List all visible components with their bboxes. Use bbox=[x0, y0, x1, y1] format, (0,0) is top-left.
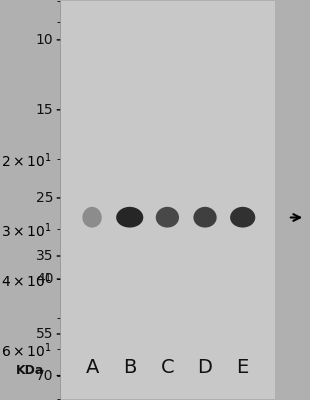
Text: 15: 15 bbox=[36, 103, 53, 117]
Text: 35: 35 bbox=[36, 249, 53, 263]
Text: 25: 25 bbox=[36, 191, 53, 205]
Text: 10: 10 bbox=[36, 33, 53, 47]
Ellipse shape bbox=[230, 207, 255, 228]
Text: 40: 40 bbox=[36, 272, 53, 286]
Text: KDa: KDa bbox=[16, 364, 44, 376]
Text: 70: 70 bbox=[36, 368, 53, 382]
Text: D: D bbox=[197, 358, 212, 376]
Ellipse shape bbox=[156, 207, 179, 228]
Text: B: B bbox=[123, 358, 136, 376]
Text: E: E bbox=[237, 358, 249, 376]
Ellipse shape bbox=[82, 207, 102, 228]
Text: A: A bbox=[85, 358, 99, 376]
Text: C: C bbox=[161, 358, 174, 376]
Text: 55: 55 bbox=[36, 327, 53, 341]
Ellipse shape bbox=[193, 207, 217, 228]
Ellipse shape bbox=[116, 207, 143, 228]
